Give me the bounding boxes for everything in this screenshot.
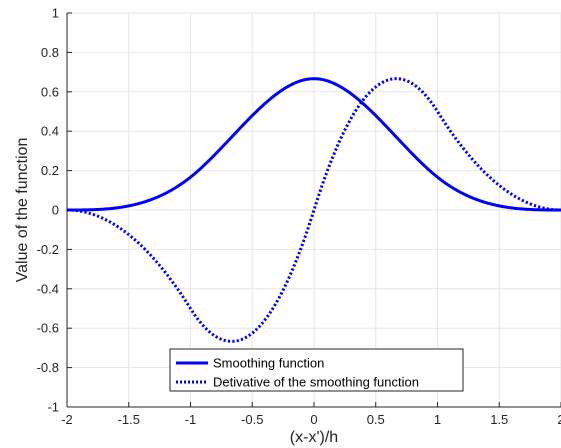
y-tick-label: 0.4 [41, 124, 59, 139]
y-tick-label: 0.8 [41, 45, 59, 60]
legend-entry-derivative: Detivative of the smoothing function [213, 375, 419, 390]
y-tick-label: -0.2 [37, 242, 59, 257]
x-tick-label: -0.5 [241, 412, 263, 427]
x-tick-label: 0 [310, 412, 317, 427]
tick-labels: -2 -1.5 -1 -0.5 0 0.5 1 1.5 2 -1 -0.8 -0.6 -0.4 -0.2 0… [37, 6, 561, 428]
x-tick-label: 1 [434, 412, 441, 427]
y-tick-label: 0.6 [41, 84, 59, 99]
x-tick-label: -2 [61, 412, 73, 427]
y-tick-label: 0.2 [41, 163, 59, 178]
y-tick-label: -0.8 [37, 360, 59, 375]
x-tick-label: -1.5 [118, 412, 140, 427]
y-tick-label: -1 [47, 400, 59, 415]
series-smoothing-line [66, 77, 561, 212]
y-tick-label: 1 [52, 6, 59, 21]
y-tick-label: 0 [52, 203, 59, 218]
x-tick-label: -1 [185, 412, 197, 427]
x-tick-label: 1.5 [490, 412, 508, 427]
legend-box [169, 348, 464, 392]
legend-entry-smoothing: Smoothing function [213, 356, 324, 371]
series-layer [66, 77, 561, 343]
x-tick-label: 2 [557, 412, 561, 427]
y-tick-label: -0.6 [37, 321, 59, 336]
series-derivative-line [66, 77, 561, 343]
x-axis-label: (x-x')/h [290, 429, 338, 446]
y-axis-label: Value of the function [14, 138, 31, 283]
y-tick-label: -0.4 [37, 281, 59, 296]
x-tick-label: 0.5 [367, 412, 385, 427]
legend: Smoothing function Detivative of the smo… [169, 348, 464, 392]
